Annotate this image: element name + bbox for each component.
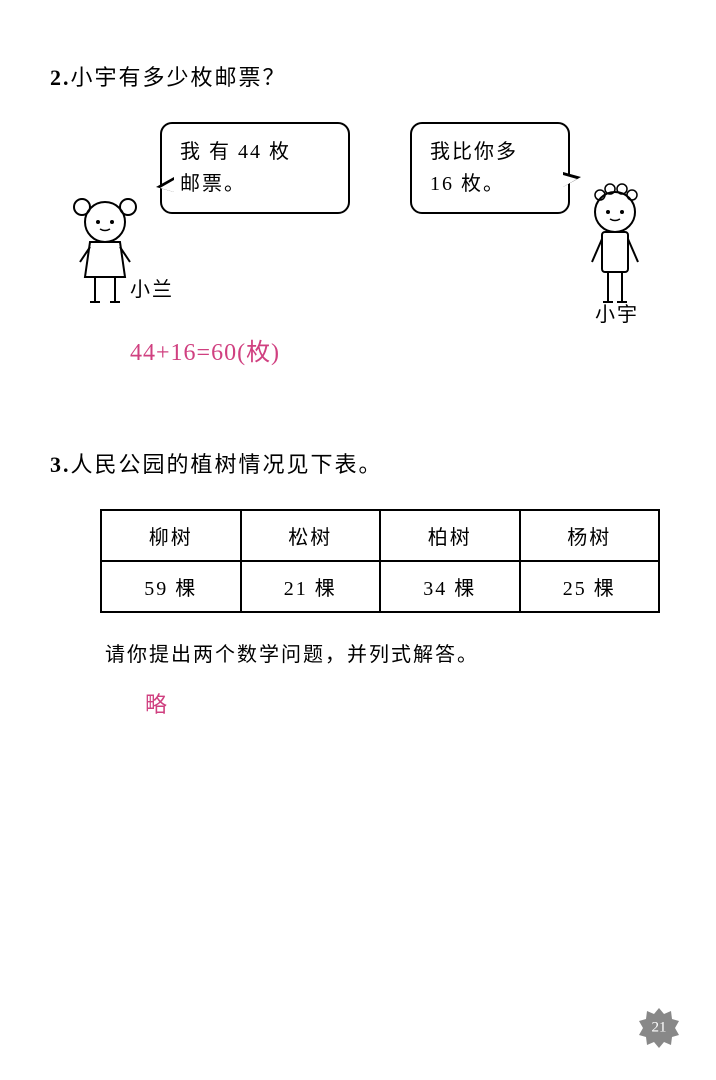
name-xiaoyu: 小宇 xyxy=(595,298,639,327)
q3-number: 3. xyxy=(50,452,71,477)
page-number-text: 21 xyxy=(652,1020,667,1037)
table-header-cell: 杨树 xyxy=(520,510,660,561)
bubble-right-line2: 16 枚。 xyxy=(430,168,550,200)
table-value-cell: 21 棵 xyxy=(241,561,381,612)
q3-answer: 略 xyxy=(145,687,666,719)
bubble-left-line2: 邮票。 xyxy=(180,168,330,200)
bubble-right-line1: 我比你多 xyxy=(430,136,550,168)
table-value-cell: 59 棵 xyxy=(101,561,241,612)
q2-title: 小宇有多少枚邮票？ xyxy=(71,65,287,90)
table-header-cell: 松树 xyxy=(241,510,381,561)
speech-bubble-xiaoyu: 我比你多 16 枚。 xyxy=(410,122,570,214)
question-3: 3.人民公园的植树情况见下表。 柳树 松树 柏树 杨树 59 棵 21 棵 34… xyxy=(50,447,666,719)
q2-title-line: 2.小宇有多少枚邮票？ xyxy=(50,60,666,92)
q2-number: 2. xyxy=(50,65,71,90)
q2-answer: 44+16=60(枚) xyxy=(130,332,666,367)
page-number-badge: 21 xyxy=(637,1006,681,1050)
table-value-row: 59 棵 21 棵 34 棵 25 棵 xyxy=(101,561,659,612)
table-header-cell: 柏树 xyxy=(380,510,520,561)
speech-bubble-xiaolan: 我 有 44 枚 邮票。 xyxy=(160,122,350,214)
table-value-cell: 34 棵 xyxy=(380,561,520,612)
dialog-scene: 我 有 44 枚 邮票。 我比你多 16 枚。 xyxy=(50,122,666,312)
q3-title-line: 3.人民公园的植树情况见下表。 xyxy=(50,447,666,479)
bubble-left-line1: 我 有 44 枚 xyxy=(180,136,330,168)
bubble-tail-right xyxy=(563,172,581,187)
character-xiaoyu xyxy=(580,177,650,312)
q3-instruction: 请你提出两个数学问题，并列式解答。 xyxy=(105,638,666,667)
table-header-cell: 柳树 xyxy=(101,510,241,561)
tree-table: 柳树 松树 柏树 杨树 59 棵 21 棵 34 棵 25 棵 xyxy=(100,509,660,613)
question-2: 2.小宇有多少枚邮票？ 我 有 44 枚 邮票。 我比你多 16 枚。 xyxy=(50,60,666,367)
table-header-row: 柳树 松树 柏树 杨树 xyxy=(101,510,659,561)
table-value-cell: 25 棵 xyxy=(520,561,660,612)
bubble-tail-left xyxy=(156,177,174,192)
q3-title: 人民公园的植树情况见下表。 xyxy=(71,452,383,477)
name-xiaolan: 小兰 xyxy=(130,273,174,302)
